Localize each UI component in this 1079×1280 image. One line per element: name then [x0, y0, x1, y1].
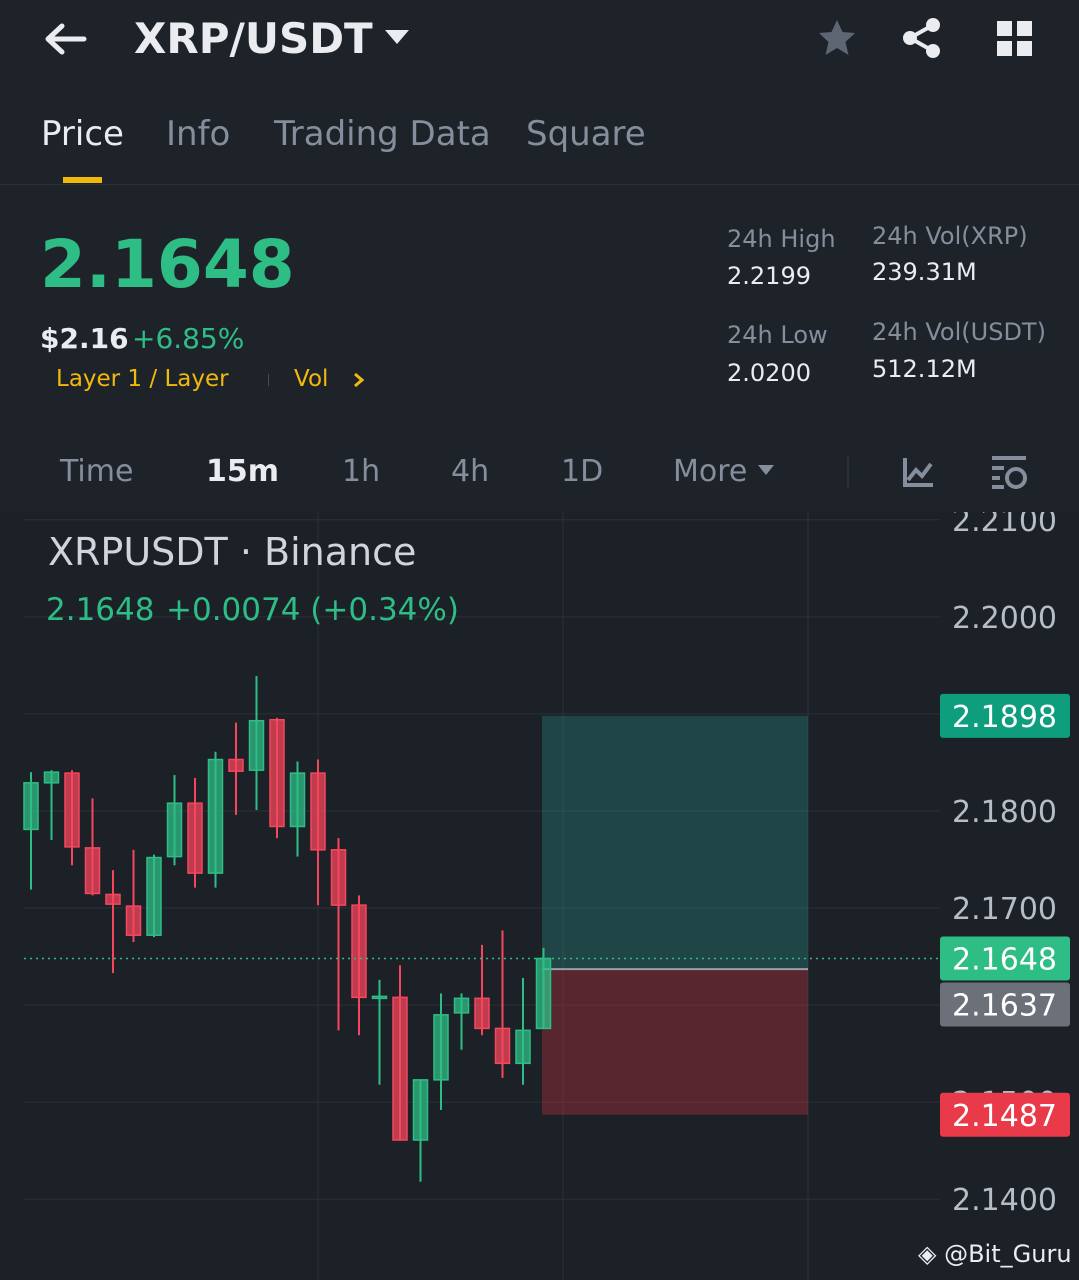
stat-label: 24h High: [727, 225, 836, 253]
chart-price: 2.1648: [46, 592, 155, 628]
fiat-price: $2.16: [40, 322, 129, 355]
candle-body: [351, 904, 367, 999]
divider: [0, 184, 1079, 185]
last-price: 2.1648: [40, 226, 295, 303]
candle-body: [453, 997, 470, 1014]
indicator-icon[interactable]: [902, 456, 934, 488]
separator: [268, 374, 269, 386]
settings-icon[interactable]: [990, 454, 1030, 490]
favorite-icon[interactable]: [816, 18, 858, 58]
pair-title[interactable]: XRP/USDT: [134, 14, 373, 63]
y-tick-label: 2.2000: [952, 601, 1057, 636]
separator: [847, 456, 849, 488]
candle-body: [166, 802, 183, 858]
tab[interactable]: Price: [41, 114, 124, 154]
chart-background: [0, 512, 1079, 1280]
back-icon[interactable]: [44, 22, 88, 56]
stat-label: 24h Vol(XRP): [872, 222, 1028, 250]
candle-body: [371, 995, 388, 1000]
candle-body: [289, 772, 306, 828]
candle-body: [515, 1029, 531, 1065]
candle-body: [310, 772, 326, 851]
candle-body: [269, 718, 285, 828]
last-price-tag-label: 2.1648: [952, 943, 1057, 978]
watermark: ◈ @Bit_Guru: [918, 1240, 1072, 1268]
candle-body: [207, 758, 224, 874]
share-icon[interactable]: [900, 16, 944, 60]
stat-label: 24h Low: [727, 321, 828, 349]
candle-body: [105, 893, 121, 905]
price-change: +6.85%: [132, 322, 245, 355]
candle-body: [23, 782, 39, 831]
candle-body: [330, 849, 347, 906]
stat-value: 2.0200: [727, 359, 811, 387]
tab[interactable]: Trading Data: [274, 114, 491, 154]
timeframe[interactable]: 4h: [451, 454, 490, 489]
candle-body: [392, 996, 408, 1141]
menu-icon[interactable]: [996, 20, 1034, 58]
tab[interactable]: Info: [166, 114, 231, 154]
chart-change: +0.0074 (+0.34%): [166, 592, 459, 628]
candle-body: [412, 1079, 429, 1141]
last-price-tag: [940, 936, 1070, 981]
entry-tag: [940, 982, 1070, 1027]
y-tick-label: 2.1700: [952, 892, 1057, 927]
candle-body: [433, 1014, 449, 1081]
profit-zone: [542, 715, 808, 970]
stop-tag: [940, 1092, 1070, 1137]
target-tag: [940, 693, 1070, 738]
candle-body: [125, 905, 142, 936]
candle-body: [494, 1027, 511, 1065]
stat-label: 24h Vol(USDT): [872, 318, 1046, 346]
candle-body: [43, 771, 60, 784]
chart: 2.21002.20002.19002.18002.17002.16002.15…: [0, 512, 1079, 1280]
vol-tag[interactable]: Vol: [294, 366, 329, 392]
stop-tag-label: 2.1487: [952, 1099, 1057, 1134]
stat-value: 239.31M: [872, 258, 977, 286]
y-tick-label: 2.1800: [952, 795, 1057, 830]
loss-zone: [542, 969, 808, 1115]
stat-value: 2.2199: [727, 262, 811, 290]
timeframe[interactable]: 15m: [206, 454, 280, 489]
tab[interactable]: Square: [526, 114, 646, 154]
y-tick-label: 2.2100: [952, 512, 1057, 539]
timeframe[interactable]: Time: [60, 454, 134, 489]
watermark-text: @Bit_Guru: [944, 1240, 1072, 1268]
candle-body: [248, 719, 265, 771]
timeframe[interactable]: 1h: [342, 454, 381, 489]
entry-tag-label: 2.1637: [952, 989, 1057, 1024]
candle-body: [228, 758, 244, 772]
target-tag-label: 2.1898: [952, 700, 1057, 735]
timeframe[interactable]: More: [673, 454, 748, 489]
candle-body: [84, 847, 101, 895]
tab-indicator: [63, 177, 102, 183]
candle-body: [474, 997, 490, 1030]
sector-tag[interactable]: Layer 1 / Layer: [56, 366, 229, 392]
y-tick-label: 2.1400: [952, 1183, 1057, 1218]
candle-body: [146, 856, 162, 936]
more-dropdown[interactable]: [757, 464, 775, 476]
candle-body: [64, 772, 80, 848]
timeframe[interactable]: 1D: [561, 454, 604, 489]
chevron: [354, 372, 365, 388]
candle-body: [535, 957, 552, 1030]
stat-value: 512.12M: [872, 355, 977, 383]
chart-title: XRPUSDT · Binance: [48, 530, 417, 574]
pair-dropdown[interactable]: [384, 28, 410, 46]
candle-body: [187, 802, 203, 874]
